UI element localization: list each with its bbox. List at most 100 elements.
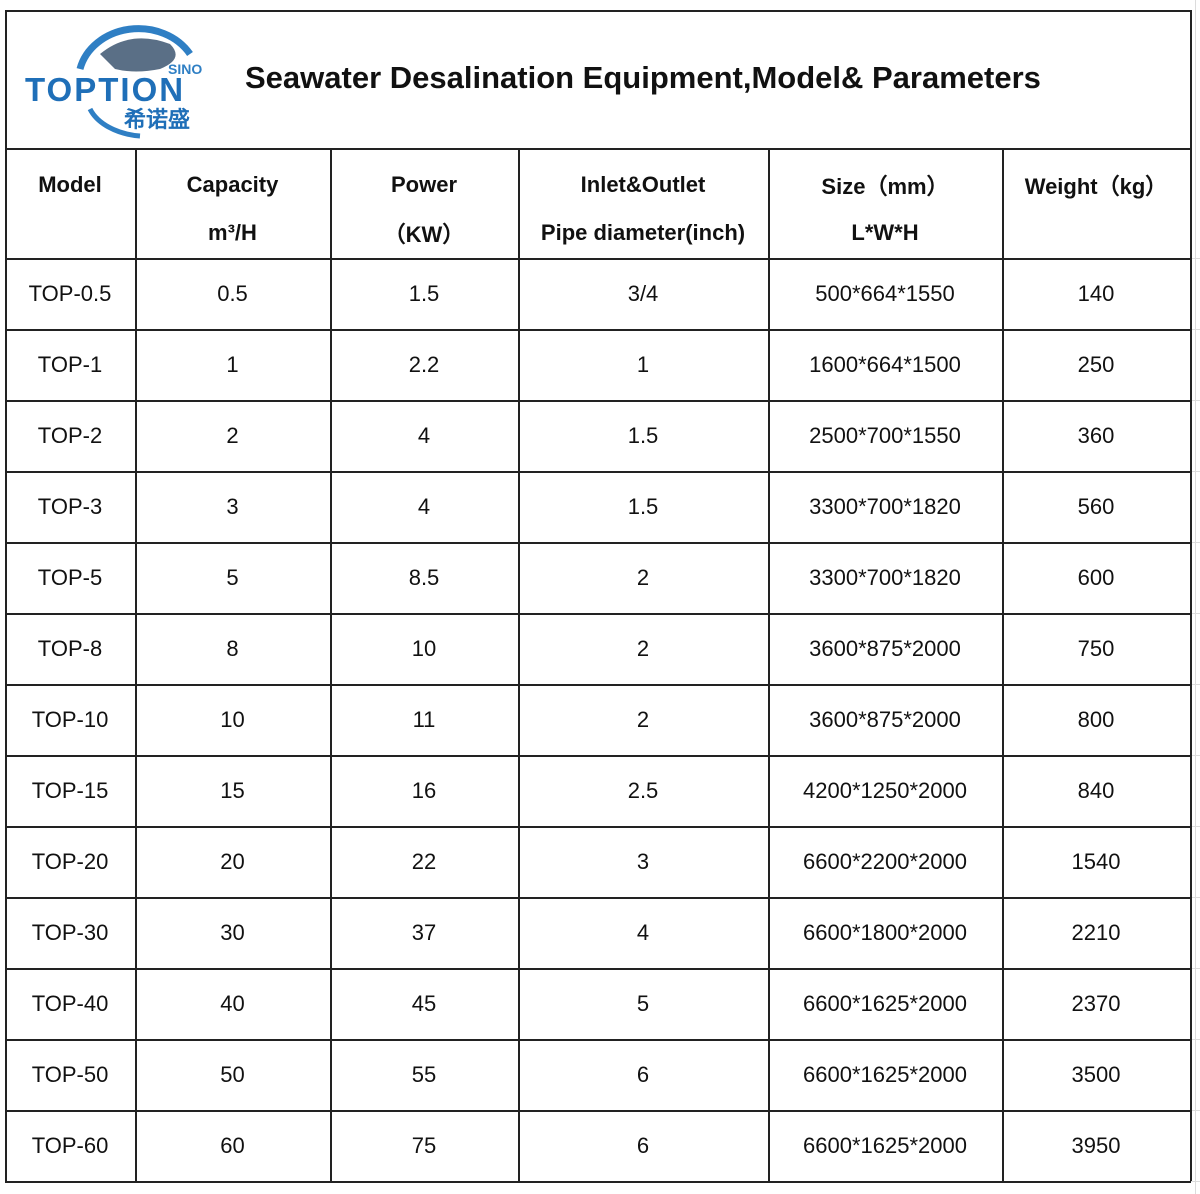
table-cell: 5: [226, 564, 239, 590]
table-cell: 1: [636, 351, 650, 377]
table-cell: 5: [636, 990, 650, 1016]
logo-brand: TOPTION: [25, 71, 185, 108]
table-cell: 600: [1077, 564, 1115, 590]
border: [5, 968, 1191, 970]
border: [518, 148, 520, 1181]
border: [5, 1039, 1191, 1041]
border: [5, 10, 1191, 12]
sheet-grid: [1195, 0, 1196, 1194]
table-cell: TOP-3: [37, 493, 103, 519]
table-cell: 10: [411, 635, 437, 661]
logo: SINO TOPTION 希诺盛: [25, 25, 202, 139]
border: [5, 755, 1191, 757]
logo-arc: [87, 107, 141, 139]
sheet-grid: [1190, 1110, 1200, 1111]
column-unit: Pipe diameter(inch): [540, 220, 746, 245]
column-title: Size（mm）: [821, 174, 949, 199]
logo-globe: [100, 38, 176, 72]
table-cell: 4200*1250*2000: [803, 777, 967, 803]
table-cell: 3500: [1071, 1061, 1121, 1087]
table-cell: 6600*1625*2000: [803, 1061, 967, 1087]
table-cell: 37: [411, 919, 437, 945]
column-unit: （KW）: [383, 222, 465, 247]
table-cell: 50: [220, 1061, 245, 1087]
border: [5, 613, 1191, 615]
table-cell: 60: [220, 1132, 245, 1158]
table-cell: 2.2: [408, 351, 440, 377]
table-cell: 11: [412, 706, 436, 732]
table-cell: TOP-0.5: [28, 280, 112, 306]
table-cell: 750: [1077, 635, 1115, 661]
sheet-grid: [1190, 613, 1200, 614]
sheet-grid: [1190, 684, 1200, 685]
table-cell: 1.5: [627, 493, 659, 519]
border: [5, 329, 1191, 331]
column-unit: m³/H: [208, 220, 257, 245]
table-cell: 6: [636, 1132, 650, 1158]
logo-sino: SINO: [168, 61, 202, 77]
table-cell: 16: [411, 777, 437, 803]
border: [768, 148, 770, 1181]
title: Seawater Desalination Equipment,Model& P…: [245, 60, 1041, 95]
table-cell: 3300*700*1820: [809, 493, 961, 519]
table-cell: 500*664*1550: [815, 280, 955, 306]
table-cell: TOP-30: [31, 919, 109, 945]
table-cell: 1.5: [627, 422, 659, 448]
table-cell: 1540: [1071, 848, 1121, 874]
table-cell: 4: [417, 422, 431, 448]
table-cell: TOP-15: [31, 777, 109, 803]
table-cell: 3950: [1071, 1132, 1121, 1158]
sheet-grid: [1190, 471, 1200, 472]
table-cell: 2370: [1071, 990, 1121, 1016]
border: [5, 542, 1191, 544]
table-cell: 8: [226, 635, 239, 661]
table-cell: TOP-40: [31, 990, 109, 1016]
table-cell: TOP-5: [37, 564, 103, 590]
border: [5, 10, 7, 1181]
sheet-grid: [1190, 329, 1200, 330]
table-cell: 560: [1077, 493, 1115, 519]
table-cell: 6600*2200*2000: [803, 848, 967, 874]
border: [5, 471, 1191, 473]
border: [5, 258, 1191, 260]
border: [1002, 148, 1004, 1181]
border: [5, 897, 1191, 899]
table-cell: 3600*875*2000: [809, 635, 961, 661]
table-cell: 30: [220, 919, 245, 945]
column-title: Inlet&Outlet: [580, 172, 706, 197]
table-cell: 2: [636, 564, 650, 590]
table-cell: 22: [411, 848, 437, 874]
table-cell: 1.5: [408, 280, 440, 306]
table-cell: 800: [1077, 706, 1115, 732]
column-unit: L*W*H: [851, 220, 919, 245]
table-cell: 75: [411, 1132, 437, 1158]
sheet-grid: [1190, 755, 1200, 756]
table-cell: 140: [1077, 280, 1115, 306]
table-cell: 1600*664*1500: [809, 351, 961, 377]
border: [330, 148, 332, 1181]
column-title: Capacity: [186, 172, 279, 197]
table-cell: TOP-50: [31, 1061, 109, 1087]
sheet-grid: [1190, 258, 1200, 259]
logo-chinese: 希诺盛: [124, 107, 190, 133]
border: [5, 684, 1191, 686]
border: [5, 148, 1191, 150]
table-cell: 15: [220, 777, 245, 803]
table-cell: 3/4: [627, 280, 659, 306]
column-title: Model: [38, 172, 102, 197]
border: [135, 148, 137, 1181]
sheet-grid: [1190, 968, 1200, 969]
border: [5, 1110, 1191, 1112]
border: [1190, 10, 1192, 1181]
table-cell: 0.5: [217, 280, 248, 306]
table-cell: 8.5: [408, 564, 440, 590]
table-cell: 4: [636, 919, 650, 945]
table-cell: TOP-8: [37, 635, 103, 661]
table-cell: 250: [1077, 351, 1115, 377]
table-cell: 2: [636, 635, 650, 661]
column-title: Power: [390, 172, 458, 197]
table-cell: 3: [226, 493, 239, 519]
table-cell: 55: [411, 1061, 437, 1087]
table-cell: 3300*700*1820: [809, 564, 961, 590]
